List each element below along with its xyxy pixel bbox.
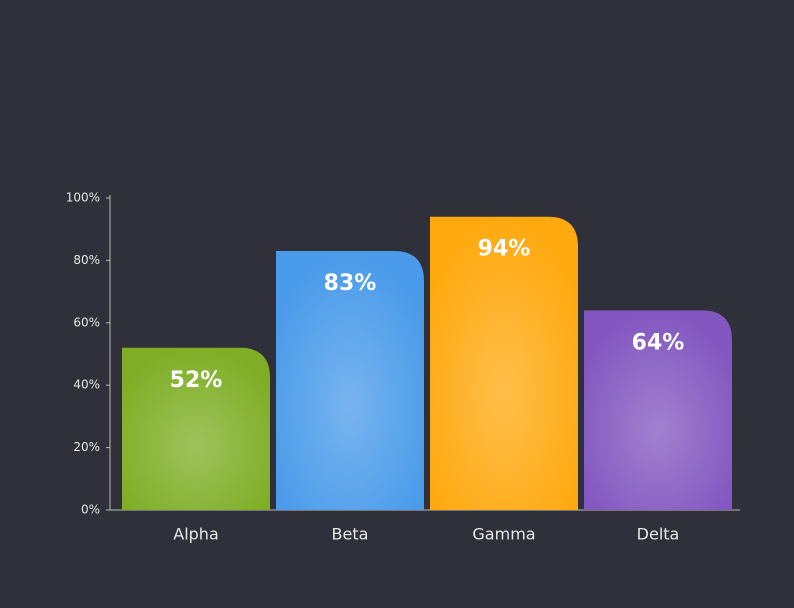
x-tick-label: Beta [332,525,369,544]
value-label: 52% [170,368,223,393]
x-tick-label: Delta [637,525,680,544]
bar-highlight [276,251,424,511]
y-tick-label: 60% [73,315,100,329]
x-tick-label: Alpha [173,525,219,544]
y-tick-label: 20% [73,440,100,454]
x-tick-label: Gamma [472,525,535,544]
value-label: 94% [478,237,531,262]
bar-highlight [584,310,732,510]
y-tick-label: 100% [66,191,100,205]
bar-highlight [430,216,578,510]
y-tick-label: 80% [73,253,100,267]
value-label: 64% [632,330,685,355]
y-tick-label: 0% [81,503,100,517]
y-tick-label: 40% [73,378,100,392]
bar-highlight [122,347,270,510]
value-label: 83% [324,271,377,296]
